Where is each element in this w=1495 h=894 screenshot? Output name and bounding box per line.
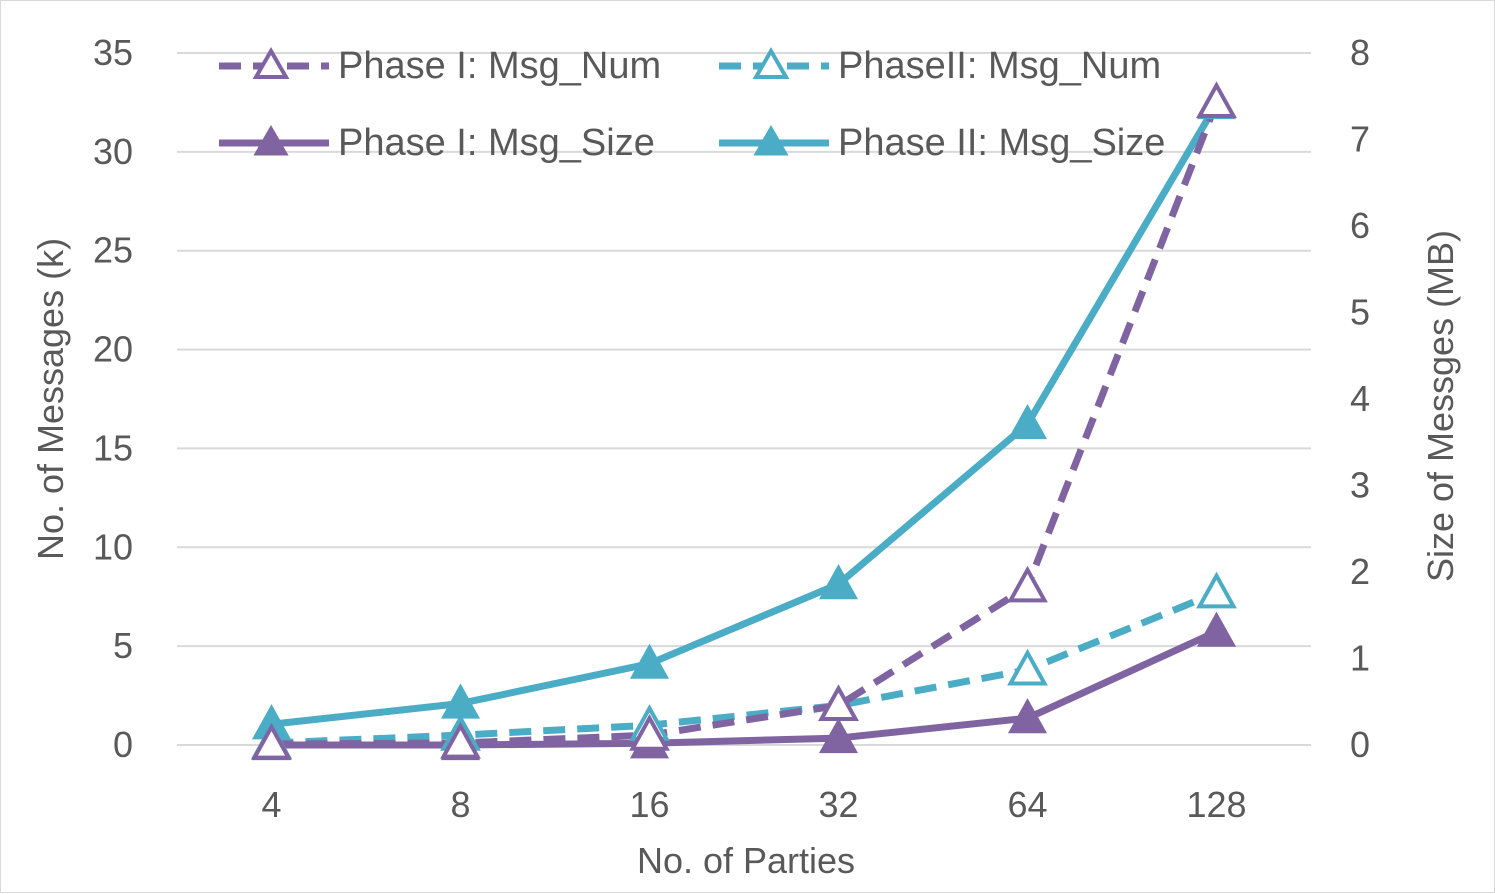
legend-label-phase1-msg-num: Phase I: Msg_Num xyxy=(338,45,661,87)
y2-tick-label: 0 xyxy=(1350,724,1370,765)
y2-tick-label: 5 xyxy=(1350,292,1370,333)
x-tick-label: 16 xyxy=(629,784,669,825)
data-point-3-4 xyxy=(1007,403,1048,440)
data-point-2-3 xyxy=(818,717,859,754)
legend-marker-phase1-msg-size xyxy=(253,124,289,156)
legend-marker-phase2-msg-size xyxy=(753,124,789,156)
y-tick-label: 30 xyxy=(93,131,133,172)
left-axis-ticks: 0 5 10 15 20 25 30 35 xyxy=(93,32,133,765)
y-tick-label: 20 xyxy=(93,329,133,370)
data-point-3-2 xyxy=(629,643,670,679)
data-point-0-3 xyxy=(818,684,859,722)
legend-item-phase1-msg-num: Phase I: Msg_Num xyxy=(219,45,661,87)
y-tick-label: 15 xyxy=(93,427,133,468)
data-point-0-5 xyxy=(1196,81,1237,119)
legend-item-phase2-msg-num: PhaseII: Msg_Num xyxy=(719,45,1161,87)
y2-tick-label: 3 xyxy=(1350,465,1370,506)
legend-item-phase1-msg-size: Phase I: Msg_Size xyxy=(219,122,655,164)
data-point-0-2 xyxy=(629,713,670,751)
y-axis-title: No. of Messages (k) xyxy=(30,238,71,560)
legend-marker-phase1-msg-num xyxy=(252,46,290,79)
data-point-1-5 xyxy=(1196,571,1237,609)
series-line-1 xyxy=(271,589,1218,747)
data-point-1-4 xyxy=(1007,648,1048,686)
series-line-3 xyxy=(271,102,1220,728)
x-tick-label: 64 xyxy=(1007,784,1047,825)
y-tick-label: 5 xyxy=(113,625,133,666)
series-layer xyxy=(271,101,1220,749)
y2-tick-label: 1 xyxy=(1350,638,1370,679)
y2-tick-label: 2 xyxy=(1350,551,1370,592)
x-tick-label: 4 xyxy=(261,784,281,825)
y-tick-label: 10 xyxy=(93,526,133,567)
y-tick-label: 35 xyxy=(93,32,133,73)
y2-tick-label: 7 xyxy=(1350,119,1370,160)
y2-tick-label: 8 xyxy=(1350,32,1370,73)
data-point-3-3 xyxy=(818,564,859,600)
y-tick-label: 0 xyxy=(113,724,133,765)
series-line-0 xyxy=(271,101,1220,748)
y2-tick-label: 6 xyxy=(1350,205,1370,246)
legend-marker-phase2-msg-num xyxy=(752,46,790,79)
legend-label-phase2-msg-num: PhaseII: Msg_Num xyxy=(838,45,1161,87)
x-tick-label: 128 xyxy=(1186,784,1246,825)
x-tick-label: 8 xyxy=(450,784,470,825)
data-point-0-1 xyxy=(440,721,481,759)
legend-label-phase2-msg-size: Phase II: Msg_Size xyxy=(838,122,1165,164)
x-axis-title: No. of Parties xyxy=(637,840,855,881)
right-axis-ticks: 0 1 2 3 4 5 6 7 8 xyxy=(1350,32,1370,765)
marker-layer xyxy=(251,81,1237,761)
x-axis-ticks: 4 8 16 32 64 128 xyxy=(261,784,1246,825)
gridlines xyxy=(177,52,1311,746)
data-point-0-4 xyxy=(1007,565,1048,603)
data-point-2-4 xyxy=(1007,698,1048,734)
data-point-0-0 xyxy=(251,722,292,760)
y2-tick-label: 4 xyxy=(1350,378,1370,419)
y-tick-label: 25 xyxy=(93,230,133,271)
legend: Phase I: Msg_Num PhaseII: Msg_Num Phase … xyxy=(219,45,1165,164)
legend-item-phase2-msg-size: Phase II: Msg_Size xyxy=(719,122,1165,164)
legend-label-phase1-msg-size: Phase I: Msg_Size xyxy=(338,122,655,164)
series-line-2 xyxy=(271,628,1218,749)
x-tick-label: 32 xyxy=(818,784,858,825)
y2-axis-title: Size of Messges (MB) xyxy=(1420,230,1461,582)
data-point-2-5 xyxy=(1196,611,1237,647)
